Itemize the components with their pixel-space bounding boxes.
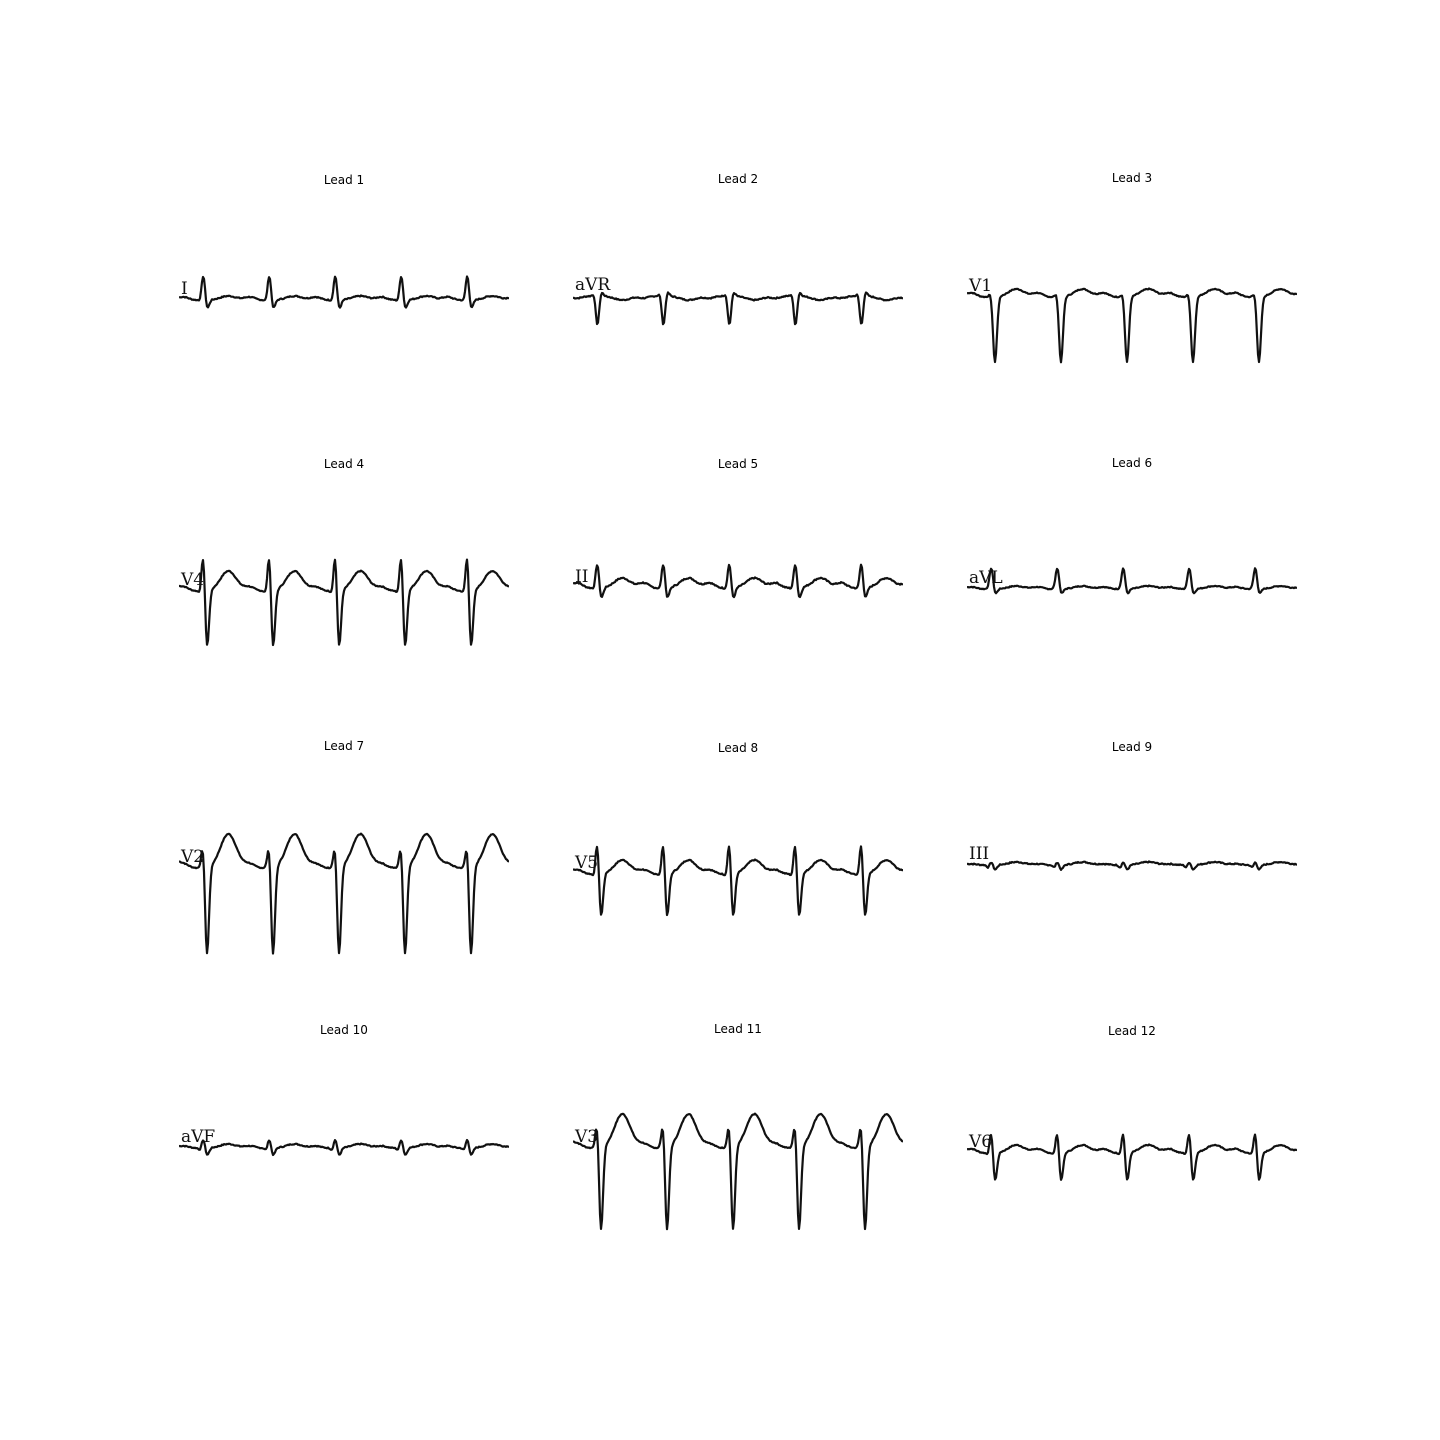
ecg-trace-area: V4 <box>179 481 509 717</box>
ecg-trace-area: III <box>967 764 1297 1000</box>
ecg-waveform <box>179 275 509 309</box>
panel-title: Lead 4 <box>323 457 365 471</box>
ecg-waveform <box>573 845 903 917</box>
panel-title: Lead 10 <box>320 1023 368 1037</box>
ecg-waveform <box>573 291 903 326</box>
ecg-waveform <box>573 1112 903 1231</box>
ecg-panel-3: Lead 3 V1 <box>967 171 1297 433</box>
lead-label: aVF <box>181 1127 215 1147</box>
lead-label: aVL <box>969 568 1003 588</box>
ecg-panel-11: Lead 11 V3 <box>573 1022 903 1284</box>
lead-label: I <box>181 279 188 299</box>
lead-label: V5 <box>574 853 598 873</box>
ecg-strip: V2 <box>179 832 509 955</box>
ecg-strip: III <box>967 844 1297 871</box>
lead-label: II <box>575 567 588 587</box>
panel-title: Lead 6 <box>1111 456 1153 470</box>
ecg-panel-9: Lead 9 III <box>967 740 1297 1000</box>
ecg-panel-8: Lead 8 V5 <box>573 740 903 1000</box>
ecg-trace-area: V1 <box>967 197 1297 433</box>
panel-title: Lead 8 <box>717 741 759 755</box>
panel-title: Lead 2 <box>717 172 759 186</box>
lead-label: V2 <box>180 847 204 867</box>
ecg-waveform <box>967 860 1297 871</box>
ecg-strip: V5 <box>573 845 903 917</box>
lead-label: aVR <box>575 275 611 295</box>
lead-label: III <box>969 844 989 864</box>
ecg-waveform <box>179 558 509 647</box>
lead-label: V6 <box>968 1132 992 1152</box>
ecg-strip: aVR <box>573 275 903 326</box>
ecg-waveform <box>179 1138 509 1157</box>
panel-title: Lead 12 <box>1108 1024 1156 1038</box>
ecg-panel-7: Lead 7 V2 <box>179 739 509 1000</box>
panel-title: Lead 7 <box>323 739 365 753</box>
panel-title: Lead 5 <box>717 457 759 471</box>
ecg-strip: V1 <box>967 276 1297 364</box>
ecg-waveform <box>179 832 509 955</box>
ecg-strip: V6 <box>967 1132 1297 1181</box>
ecg-panel-4: Lead 4 V4 <box>179 457 509 717</box>
ecg-waveform <box>967 567 1297 595</box>
ecg-waveform <box>573 563 903 599</box>
ecg-waveform <box>967 287 1297 364</box>
ecg-waveform <box>967 1133 1297 1181</box>
panel-title: Lead 11 <box>714 1022 762 1036</box>
ecg-strip: V4 <box>179 558 509 647</box>
panel-title: Lead 1 <box>323 173 365 187</box>
ecg-trace-area: V5 <box>573 764 903 1000</box>
ecg-trace-area: V6 <box>967 1048 1297 1284</box>
ecg-trace-area: I <box>179 197 509 433</box>
ecg-trace-area: V3 <box>573 1048 903 1284</box>
panel-title: Lead 3 <box>1111 171 1153 185</box>
ecg-trace-area: V2 <box>179 764 509 1000</box>
ecg-panel-2: Lead 2 aVR <box>573 172 903 433</box>
ecg-strip: I <box>179 275 509 309</box>
ecg-trace-area: II <box>573 481 903 717</box>
ecg-panel-10: Lead 10 aVF <box>179 1023 509 1284</box>
ecg-panel-5: Lead 5 II <box>573 457 903 717</box>
lead-label: V1 <box>968 276 992 296</box>
lead-label: V3 <box>574 1127 598 1147</box>
ecg-trace-area: aVL <box>967 481 1297 717</box>
lead-label: V4 <box>180 570 204 590</box>
ecg-panel-1: Lead 1 I <box>179 173 509 433</box>
ecg-strip: V3 <box>573 1112 903 1231</box>
ecg-strip: aVF <box>179 1127 509 1157</box>
panel-title: Lead 9 <box>1111 740 1153 754</box>
ecg-panel-12: Lead 12 V6 <box>967 1024 1297 1284</box>
ecg-trace-area: aVF <box>179 1048 509 1284</box>
ecg-trace-area: aVR <box>573 197 903 433</box>
ecg-panel-6: Lead 6 aVL <box>967 456 1297 717</box>
ecg-strip: aVL <box>967 567 1297 595</box>
ecg-strip: II <box>573 563 903 599</box>
